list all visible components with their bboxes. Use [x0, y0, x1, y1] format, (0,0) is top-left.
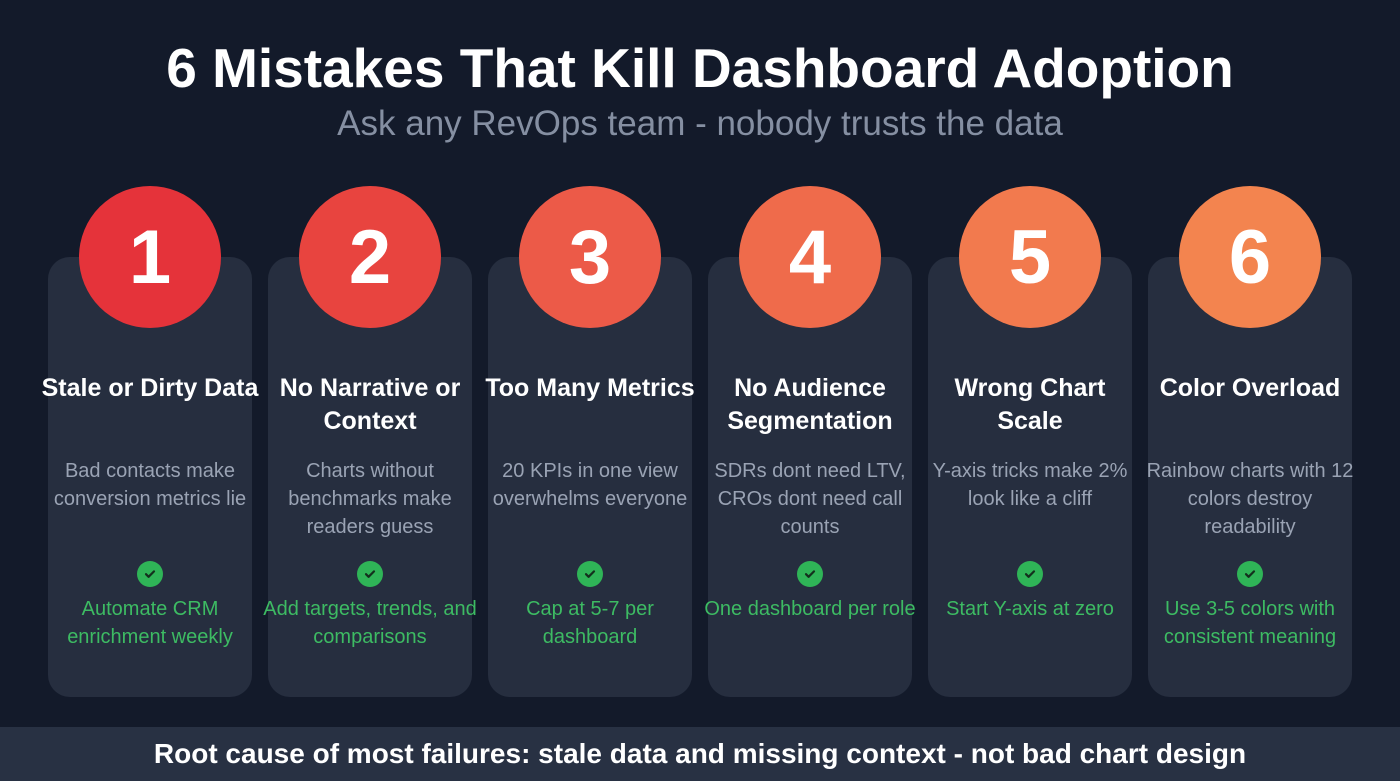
page-title: 6 Mistakes That Kill Dashboard Adoption [166, 37, 1234, 99]
check-circle-icon [797, 561, 823, 587]
mistake-title: Stale or Dirty Data [41, 374, 259, 402]
number-badge: 4 [739, 186, 881, 328]
footer-banner: Root cause of most failures: stale data … [0, 727, 1400, 781]
check-circle-icon [137, 561, 163, 587]
mistake-card [928, 257, 1132, 697]
mistake-card [488, 257, 692, 697]
number-badge: 3 [519, 186, 661, 328]
number-badge: 1 [79, 186, 221, 328]
mistake-title: Wrong Chart Scale [954, 374, 1106, 435]
mistake-title: No Narrative or Context [279, 374, 461, 435]
mistake-description: Charts without benchmarks make readers g… [288, 460, 452, 538]
number-badge: 6 [1179, 186, 1321, 328]
number-badge: 2 [299, 186, 441, 328]
mistake-card [268, 257, 472, 697]
mistake-fix: One dashboard per role [704, 598, 916, 620]
page-subtitle: Ask any RevOps team - nobody trusts the … [337, 104, 1063, 143]
mistake-fix: Add targets, trends, and comparisons [263, 598, 477, 648]
mistake-title: Color Overload [1159, 374, 1341, 402]
mistake-fix: Automate CRM enrichment weekly [67, 598, 233, 648]
mistake-title: No Audience Segmentation [727, 374, 893, 435]
number-badge: 5 [959, 186, 1101, 328]
mistake-description: SDRs dont need LTV, CROs dont need call … [714, 460, 906, 538]
mistake-fix: Use 3-5 colors with consistent meaning [1163, 598, 1337, 648]
mistake-title: Too Many Metrics [485, 374, 695, 402]
mistake-fix: Start Y-axis at zero [946, 598, 1114, 620]
check-circle-icon [1237, 561, 1263, 587]
check-circle-icon [1017, 561, 1043, 587]
mistake-description: Bad contacts make conversion metrics lie [53, 460, 247, 510]
mistake-card [48, 257, 252, 697]
mistake-fix: Cap at 5-7 per dashboard [526, 598, 654, 648]
mistake-description: Y-axis tricks make 2% look like a cliff [932, 460, 1128, 510]
check-circle-icon [357, 561, 383, 587]
check-circle-icon [577, 561, 603, 587]
mistake-card [708, 257, 912, 697]
mistake-description: Rainbow charts with 12 colors destroy re… [1146, 460, 1354, 538]
mistake-description: 20 KPIs in one view overwhelms everyone [492, 460, 688, 510]
mistake-card [1148, 257, 1352, 697]
